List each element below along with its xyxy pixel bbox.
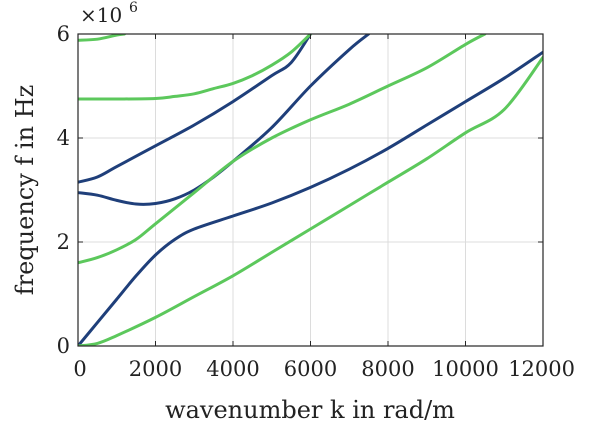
y-multiplier-label: ×10 bbox=[80, 3, 122, 27]
series-line-4 bbox=[78, 55, 543, 346]
x-tick-label: 2000 bbox=[129, 357, 182, 381]
series-line-5 bbox=[78, 34, 487, 265]
tick-marks bbox=[77, 33, 544, 347]
plot-curves bbox=[78, 34, 543, 346]
series-line-2 bbox=[78, 34, 371, 206]
grid bbox=[77, 33, 544, 347]
series-line-6 bbox=[78, 34, 312, 101]
y-tick-label: 0 bbox=[57, 334, 70, 358]
x-tick-labels: 0 2000 4000 6000 8000 10000 12000 bbox=[73, 357, 575, 381]
series-line-3 bbox=[78, 34, 312, 184]
y-axis-label: frequency f in Hz bbox=[11, 85, 39, 296]
x-tick-label: 12000 bbox=[508, 357, 575, 381]
series-line-1 bbox=[78, 50, 543, 346]
y-tick-labels: 0 2 4 6 bbox=[57, 22, 70, 358]
y-tick-label: 6 bbox=[57, 22, 70, 46]
y-tick-label: 4 bbox=[57, 126, 70, 150]
x-tick-label: 6000 bbox=[284, 357, 337, 381]
series-line-7 bbox=[78, 34, 126, 42]
x-tick-label: 8000 bbox=[361, 357, 414, 381]
y-multiplier-exponent: 6 bbox=[129, 0, 138, 16]
x-axis-label: wavenumber k in rad/m bbox=[165, 396, 455, 424]
y-tick-label: 2 bbox=[57, 230, 70, 254]
x-tick-label: 0 bbox=[73, 357, 86, 381]
x-tick-label: 4000 bbox=[206, 357, 259, 381]
x-tick-label: 10000 bbox=[432, 357, 499, 381]
